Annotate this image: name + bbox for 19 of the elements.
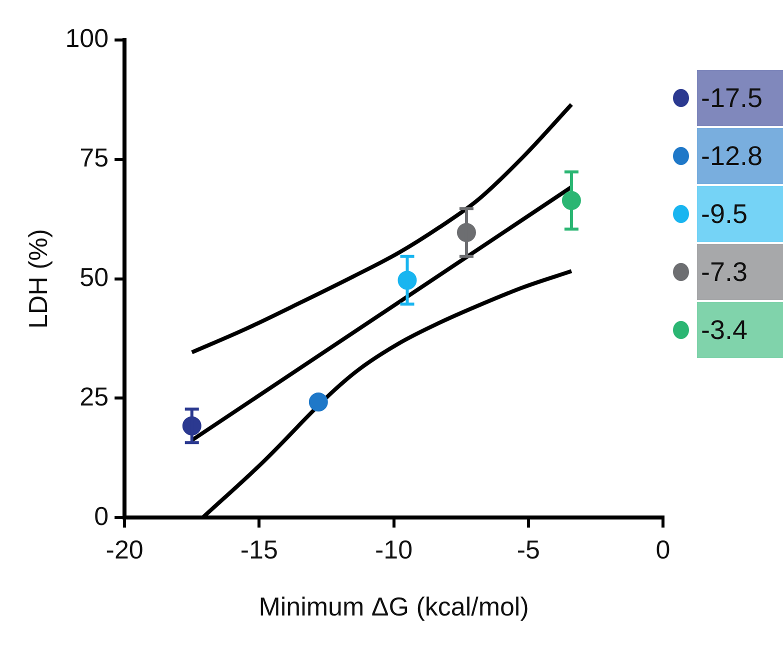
y-tick-label: 0	[94, 500, 109, 531]
legend-label: -12.8	[697, 128, 783, 184]
point	[308, 392, 328, 412]
legend-label: -9.5	[697, 186, 783, 242]
x-tick-label: -15	[240, 534, 278, 564]
y-tick-label: 75	[80, 142, 109, 173]
legend-label: -7.3	[697, 244, 783, 300]
x-axis-title: Minimum ΔG (kcal/mol)	[258, 592, 529, 622]
x-tick-label: -20	[106, 534, 144, 564]
x-tick-label: 0	[656, 534, 670, 564]
y-axis-title: LDH (%)	[22, 228, 53, 329]
x-tick-label: -10	[375, 534, 413, 564]
x-tick-label: -5	[516, 534, 540, 564]
line-series	[190, 102, 574, 354]
legend-label: -3.4	[697, 302, 783, 358]
y-tick-label: 50	[80, 262, 109, 292]
legend-label: -17.5	[697, 70, 783, 126]
y-tick-label: 100	[65, 23, 109, 54]
y-tick-label: 25	[80, 381, 109, 412]
